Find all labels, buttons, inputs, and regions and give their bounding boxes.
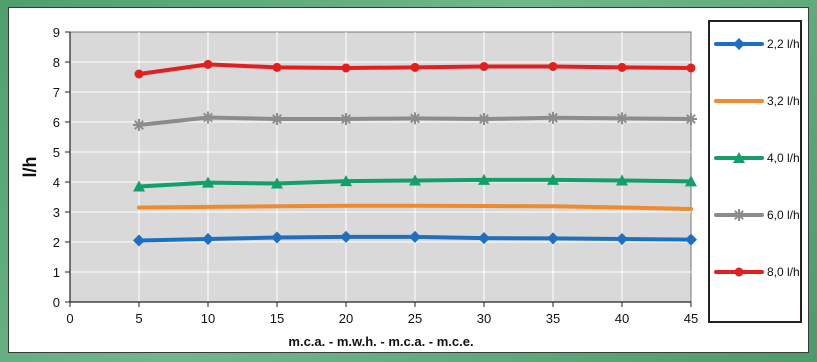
- data-point: [478, 113, 490, 125]
- data-point: [341, 63, 351, 73]
- data-point: [409, 230, 421, 243]
- x-tick-label: 45: [684, 311, 698, 326]
- y-tick-label: 8: [53, 55, 60, 70]
- data-point: [202, 111, 214, 124]
- y-tick-label: 4: [53, 175, 60, 190]
- data-point: [686, 63, 696, 73]
- plot-area: [69, 31, 692, 303]
- series-2: [133, 173, 697, 192]
- data-point: [479, 62, 489, 71]
- series-line: [137, 203, 693, 211]
- legend-item-4: 8,0 l/h: [714, 265, 800, 279]
- x-tick-label: 40: [615, 311, 629, 326]
- data-point: [271, 177, 283, 189]
- data-point: [616, 174, 628, 186]
- data-point: [547, 111, 559, 124]
- data-point: [548, 62, 558, 71]
- legend-item-1: 3,2 l/h: [714, 94, 800, 108]
- legend-item-0: 2,2 l/h: [714, 37, 800, 51]
- legend-label: 8,0 l/h: [767, 265, 800, 279]
- y-tick-label: 2: [53, 235, 60, 250]
- data-point: [272, 62, 282, 72]
- data-point: [616, 233, 628, 245]
- y-tick-label: 0: [53, 295, 60, 310]
- data-point: [478, 232, 490, 245]
- data-point: [133, 119, 145, 131]
- data-point: [685, 113, 697, 125]
- legend-marker: [733, 152, 745, 163]
- y-tick-label: 5: [53, 145, 60, 160]
- x-tick-label: 25: [408, 311, 422, 326]
- legend-item-2: 4,0 l/h: [714, 151, 800, 165]
- legend-label: 4,0 l/h: [767, 151, 800, 165]
- data-point: [271, 113, 283, 125]
- y-tick-label: 3: [53, 205, 60, 220]
- series-3: [133, 111, 697, 131]
- data-point: [617, 62, 627, 72]
- series-0: [133, 230, 697, 247]
- x-axis-label: m.c.a. - m.w.h. - m.c.a. - m.c.e.: [288, 334, 473, 349]
- legend-marker: [734, 267, 744, 277]
- data-point: [547, 232, 559, 245]
- legend-item-3: 6,0 l/h: [714, 208, 800, 222]
- y-tick-label: 1: [53, 265, 60, 280]
- legend-label: 6,0 l/h: [767, 208, 800, 222]
- legend-label: 3,2 l/h: [767, 94, 800, 108]
- x-tick-label: 15: [270, 311, 284, 326]
- x-tick-label: 35: [546, 311, 560, 326]
- data-point: [409, 112, 421, 125]
- data-point: [410, 62, 420, 72]
- x-tick-label: 10: [201, 311, 215, 326]
- legend-marker: [733, 38, 745, 50]
- y-axis-label: l/h: [20, 157, 40, 178]
- data-point: [616, 112, 628, 125]
- x-tick-label: 20: [339, 311, 353, 326]
- data-point: [685, 233, 697, 246]
- y-tick-label: 7: [53, 85, 60, 100]
- data-point: [202, 176, 214, 188]
- data-point: [685, 175, 697, 187]
- y-tick-label: 6: [53, 115, 60, 130]
- series-lines: [133, 59, 697, 247]
- legend-items: 2,2 l/h 3,2 l/h 4,0 l/h 6,0 l/h 8,0 l/h: [714, 37, 800, 279]
- data-point: [478, 173, 490, 185]
- data-point: [271, 231, 283, 244]
- data-point: [409, 174, 421, 186]
- legend-marker: [733, 209, 745, 221]
- data-point: [202, 233, 214, 245]
- x-tick-label: 0: [66, 311, 73, 326]
- data-point: [340, 230, 352, 243]
- x-tick-label: 5: [135, 311, 142, 326]
- data-point: [340, 113, 352, 125]
- series-1: [137, 203, 693, 211]
- chart-panel: 0 1 2 3 4 5 6 7 8 9 0 5 10 15 20 25 30 35 40 45 l/h m.c.a. …: [8, 7, 809, 353]
- data-point: [133, 180, 145, 192]
- data-point: [340, 175, 352, 187]
- x-tick-label: 30: [477, 311, 491, 326]
- series-4: [134, 59, 696, 79]
- legend-label: 2,2 l/h: [767, 37, 800, 51]
- data-point: [547, 173, 559, 185]
- data-point: [134, 69, 144, 79]
- data-point: [133, 234, 145, 247]
- data-point: [203, 59, 213, 69]
- y-tick-label: 9: [53, 25, 60, 40]
